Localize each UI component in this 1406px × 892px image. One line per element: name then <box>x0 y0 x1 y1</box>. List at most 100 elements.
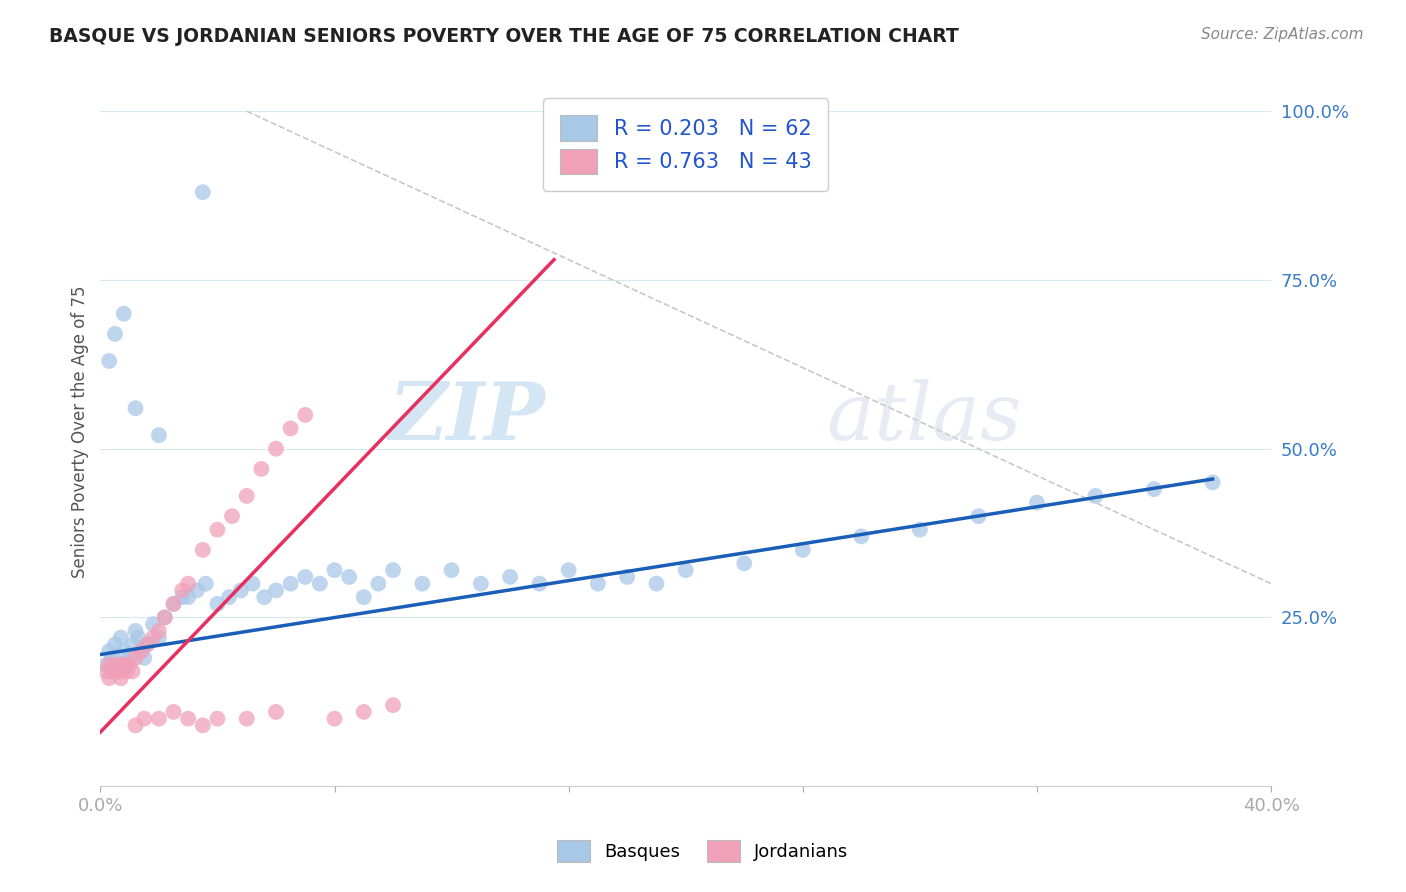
Point <box>733 557 755 571</box>
Point <box>221 509 243 524</box>
Point <box>134 651 156 665</box>
Point <box>177 712 200 726</box>
Point <box>98 657 121 672</box>
Text: Source: ZipAtlas.com: Source: ZipAtlas.com <box>1201 27 1364 42</box>
Point <box>264 583 287 598</box>
Point <box>104 665 127 679</box>
Point <box>186 583 208 598</box>
Point <box>134 712 156 726</box>
Point <box>616 570 638 584</box>
Point <box>96 665 118 679</box>
Point <box>115 665 138 679</box>
Point <box>309 576 332 591</box>
Point <box>586 576 609 591</box>
Point <box>148 631 170 645</box>
Point <box>908 523 931 537</box>
Point <box>529 576 551 591</box>
Point <box>172 583 194 598</box>
Point <box>153 610 176 624</box>
Point <box>110 657 132 672</box>
Point <box>645 576 668 591</box>
Point <box>353 705 375 719</box>
Point <box>280 576 302 591</box>
Point <box>136 637 159 651</box>
Point <box>112 307 135 321</box>
Point <box>194 576 217 591</box>
Point <box>101 651 124 665</box>
Point <box>253 590 276 604</box>
Point <box>218 590 240 604</box>
Point <box>1201 475 1223 490</box>
Point <box>118 651 141 665</box>
Text: atlas: atlas <box>827 379 1022 457</box>
Point <box>104 657 127 672</box>
Point <box>229 583 252 598</box>
Point <box>177 590 200 604</box>
Point <box>250 462 273 476</box>
Point <box>191 185 214 199</box>
Point <box>148 624 170 638</box>
Point <box>131 644 153 658</box>
Point <box>382 563 405 577</box>
Point <box>294 570 316 584</box>
Point <box>792 542 814 557</box>
Point <box>121 637 143 651</box>
Point <box>142 617 165 632</box>
Text: BASQUE VS JORDANIAN SENIORS POVERTY OVER THE AGE OF 75 CORRELATION CHART: BASQUE VS JORDANIAN SENIORS POVERTY OVER… <box>49 27 959 45</box>
Point <box>148 712 170 726</box>
Point <box>191 542 214 557</box>
Point <box>96 657 118 672</box>
Point <box>172 590 194 604</box>
Point <box>851 529 873 543</box>
Point <box>1026 496 1049 510</box>
Point <box>177 576 200 591</box>
Text: ZIP: ZIP <box>388 379 546 457</box>
Point <box>115 657 138 672</box>
Point <box>121 665 143 679</box>
Point <box>499 570 522 584</box>
Point <box>153 610 176 624</box>
Point <box>353 590 375 604</box>
Point <box>110 671 132 685</box>
Point <box>967 509 990 524</box>
Point <box>98 354 121 368</box>
Point <box>382 698 405 713</box>
Point <box>124 718 146 732</box>
Point <box>207 597 229 611</box>
Point <box>124 401 146 416</box>
Point <box>112 657 135 672</box>
Point <box>1143 482 1166 496</box>
Point <box>136 637 159 651</box>
Point <box>107 665 129 679</box>
Point <box>131 644 153 658</box>
Point <box>191 718 214 732</box>
Point <box>104 326 127 341</box>
Y-axis label: Seniors Poverty Over the Age of 75: Seniors Poverty Over the Age of 75 <box>72 285 89 578</box>
Point <box>411 576 433 591</box>
Point <box>101 665 124 679</box>
Point <box>148 428 170 442</box>
Point <box>162 597 184 611</box>
Point <box>115 657 138 672</box>
Point <box>235 712 257 726</box>
Point <box>112 644 135 658</box>
Point <box>675 563 697 577</box>
Point <box>110 631 132 645</box>
Point <box>367 576 389 591</box>
Point <box>337 570 360 584</box>
Point <box>104 637 127 651</box>
Legend: R = 0.203   N = 62, R = 0.763   N = 43: R = 0.203 N = 62, R = 0.763 N = 43 <box>543 98 828 191</box>
Point <box>557 563 579 577</box>
Point <box>280 421 302 435</box>
Point <box>235 489 257 503</box>
Point <box>118 657 141 672</box>
Point <box>294 408 316 422</box>
Point <box>124 651 146 665</box>
Legend: Basques, Jordanians: Basques, Jordanians <box>550 833 856 870</box>
Point <box>124 624 146 638</box>
Point <box>98 644 121 658</box>
Point <box>264 442 287 456</box>
Point <box>1084 489 1107 503</box>
Point <box>242 576 264 591</box>
Point <box>107 665 129 679</box>
